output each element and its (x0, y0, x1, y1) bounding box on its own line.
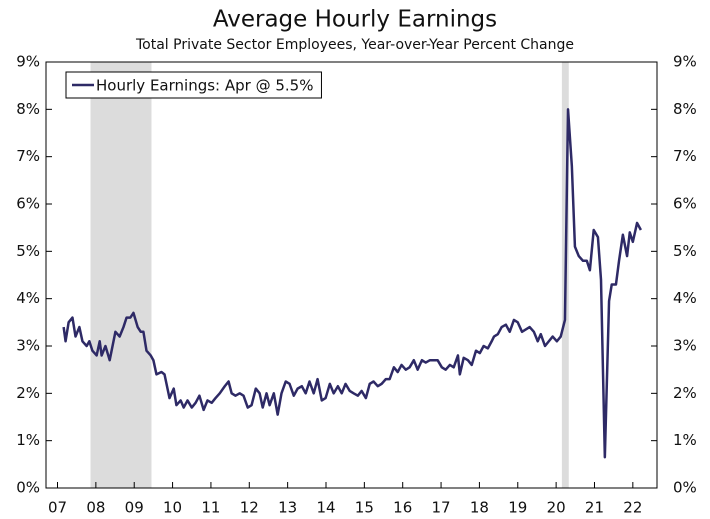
y2-tick-label: 8% (673, 100, 697, 118)
y2-tick-label: 7% (673, 147, 697, 165)
x-tick-label: 22 (623, 499, 642, 517)
y2-tick-label: 9% (673, 53, 697, 71)
y2-tick-label: 2% (673, 384, 697, 402)
x-tick-label: 15 (355, 499, 374, 517)
y-tick-label: 9% (16, 53, 40, 71)
y-tick-label: 0% (16, 479, 40, 497)
shaded-period (90, 62, 152, 488)
x-tick-label: 08 (86, 499, 105, 517)
x-tick-label: 20 (547, 499, 566, 517)
series-line (62, 108, 642, 459)
chart-title: Average Hourly Earnings (213, 7, 497, 33)
x-tick-label: 17 (432, 499, 451, 517)
y2-tick-label: 5% (673, 242, 697, 260)
x-tick-label: 11 (201, 499, 220, 517)
legend-box (65, 71, 322, 99)
chart-subtitle: Total Private Sector Employees, Year-ove… (135, 37, 574, 53)
x-tick-label: 21 (585, 499, 604, 517)
x-tick-label: 19 (508, 499, 527, 517)
y2-tick-label: 4% (673, 289, 697, 307)
plot-frame (45, 61, 658, 489)
y-tick-label: 6% (16, 195, 40, 213)
x-tick-label: 18 (470, 499, 489, 517)
legend: Hourly Earnings: Apr @ 5.5% (65, 71, 322, 99)
y2-tick-label: 1% (673, 431, 697, 449)
x-tick-label: 07 (48, 499, 67, 517)
y-tick-label: 1% (16, 431, 40, 449)
y-tick-label: 8% (16, 100, 40, 118)
y-tick-label: 2% (16, 384, 40, 402)
y2-tick-label: 6% (673, 195, 697, 213)
x-tick-label: 12 (240, 499, 259, 517)
y-tick-label: 5% (16, 242, 40, 260)
y2-tick-label: 3% (673, 337, 697, 355)
x-tick-label: 10 (163, 499, 182, 517)
y-tick-label: 4% (16, 289, 40, 307)
x-tick-label: 13 (278, 499, 297, 517)
x-tick-label: 16 (393, 499, 412, 517)
y2-tick-label: 0% (673, 479, 697, 497)
legend-label: Hourly Earnings: Apr @ 5.5% (96, 77, 313, 95)
y-tick-label: 3% (16, 337, 40, 355)
y-tick-label: 7% (16, 147, 40, 165)
x-tick-label: 14 (316, 499, 335, 517)
x-tick-label: 09 (125, 499, 144, 517)
